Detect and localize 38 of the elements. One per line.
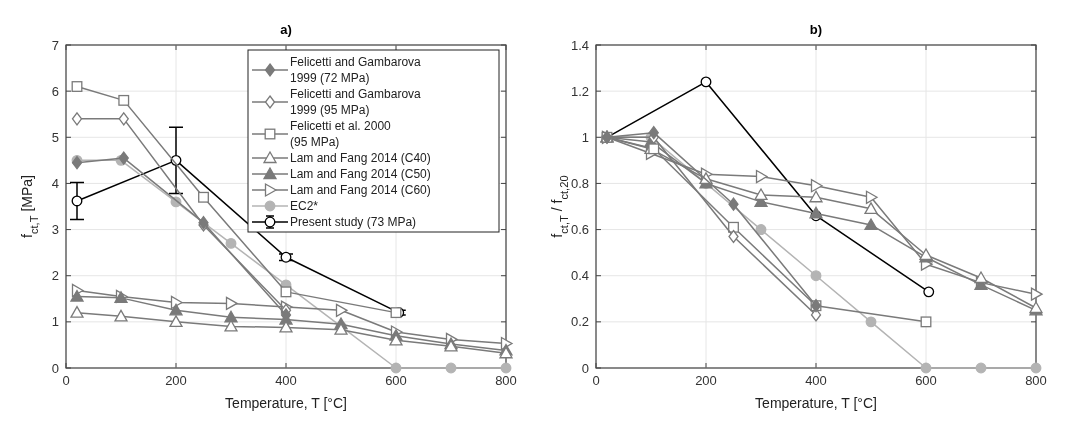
chart-title: a): [280, 22, 292, 37]
y-tick-label: 1.4: [570, 37, 589, 53]
x-tick-label: 800: [495, 373, 517, 388]
y-tick-label: 2: [51, 268, 59, 284]
legend-label: Felicetti and Gambarova 1999 (95 MPa): [290, 87, 422, 117]
y-tick-label: 0.6: [570, 222, 589, 238]
y-tick-label: 1.2: [570, 83, 589, 99]
x-tick-label: 200: [695, 373, 717, 388]
x-tick-label: 0: [62, 373, 70, 388]
x-tick-label: 600: [385, 373, 407, 388]
legend-label: Present study (73 MPa): [290, 215, 417, 229]
x-tick-label: 0: [592, 373, 600, 388]
legend-label: Lam and Fang 2014 (C40): [290, 151, 431, 165]
y-tick-label: 5: [51, 129, 59, 145]
x-axis-title: Temperature, T [°C]: [225, 395, 347, 411]
legend-label: Lam and Fang 2014 (C50): [290, 167, 431, 181]
y-tick-label: 0: [581, 360, 589, 376]
legend-label: EC2*: [290, 199, 319, 213]
x-tick-label: 200: [165, 373, 187, 388]
y-tick-label: 3: [51, 222, 59, 238]
y-tick-label: 1: [51, 314, 59, 330]
x-axis-title: Temperature, T [°C]: [755, 395, 877, 411]
y-tick-label: 0: [51, 360, 59, 376]
legend-label: Felicetti et al. 2000 (95 MPa): [290, 119, 392, 149]
y-tick-label: 0.2: [570, 314, 589, 330]
y-tick-label: 1: [581, 129, 589, 145]
y-tick-label: 0.4: [570, 268, 589, 284]
y-tick-label: 4: [51, 175, 59, 191]
chart-title: b): [809, 22, 823, 37]
x-tick-label: 600: [915, 373, 937, 388]
legend-label: Lam and Fang 2014 (C60): [290, 183, 431, 197]
y-tick-label: 7: [51, 37, 59, 53]
x-tick-label: 400: [805, 373, 827, 388]
y-tick-label: 0.8: [570, 175, 589, 191]
x-tick-label: 800: [1025, 373, 1047, 388]
x-tick-label: 400: [275, 373, 297, 388]
y-tick-label: 6: [51, 83, 59, 99]
legend-label: Felicetti and Gambarova 1999 (72 MPa): [290, 55, 422, 85]
